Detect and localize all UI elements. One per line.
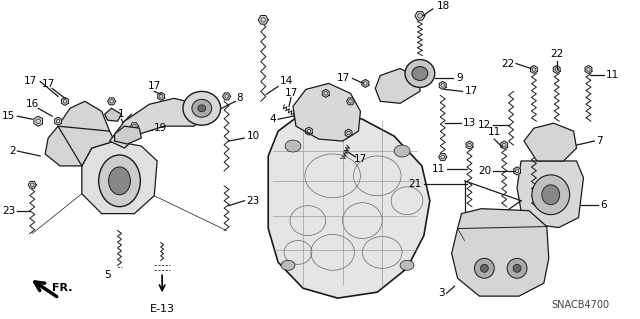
Polygon shape xyxy=(524,123,577,161)
Polygon shape xyxy=(157,93,164,100)
Polygon shape xyxy=(293,84,360,141)
Text: 20: 20 xyxy=(478,166,492,176)
Circle shape xyxy=(513,264,521,272)
Text: 15: 15 xyxy=(2,111,15,121)
Text: 7: 7 xyxy=(596,136,603,146)
Text: 5: 5 xyxy=(104,270,111,280)
Circle shape xyxy=(481,264,488,272)
Text: 23: 23 xyxy=(2,206,15,216)
Circle shape xyxy=(507,258,527,278)
Polygon shape xyxy=(439,81,446,89)
Polygon shape xyxy=(131,123,138,130)
Polygon shape xyxy=(375,69,420,103)
Text: 4: 4 xyxy=(269,114,276,124)
Polygon shape xyxy=(554,65,560,73)
Text: 22: 22 xyxy=(550,48,563,59)
Polygon shape xyxy=(115,126,141,144)
Text: 14: 14 xyxy=(280,77,293,86)
Text: 17: 17 xyxy=(465,86,478,96)
Polygon shape xyxy=(415,11,425,20)
Circle shape xyxy=(474,258,494,278)
Polygon shape xyxy=(223,93,230,100)
Ellipse shape xyxy=(412,67,428,80)
Polygon shape xyxy=(45,101,115,166)
Polygon shape xyxy=(452,209,548,296)
Polygon shape xyxy=(500,141,508,149)
Polygon shape xyxy=(345,129,352,137)
Polygon shape xyxy=(362,79,369,87)
Polygon shape xyxy=(305,127,312,135)
Ellipse shape xyxy=(532,175,570,215)
Polygon shape xyxy=(61,97,68,105)
Polygon shape xyxy=(82,141,157,214)
Ellipse shape xyxy=(192,99,212,117)
Ellipse shape xyxy=(400,260,414,270)
Ellipse shape xyxy=(183,91,221,125)
Ellipse shape xyxy=(394,145,410,157)
Ellipse shape xyxy=(405,60,435,87)
Polygon shape xyxy=(109,98,207,148)
Text: 3: 3 xyxy=(438,288,445,298)
Polygon shape xyxy=(466,141,473,149)
Polygon shape xyxy=(585,65,592,73)
Polygon shape xyxy=(268,111,430,298)
Text: 17: 17 xyxy=(337,73,351,84)
Ellipse shape xyxy=(109,167,131,195)
Text: FR.: FR. xyxy=(52,283,72,293)
Polygon shape xyxy=(54,117,61,125)
Text: 23: 23 xyxy=(246,196,260,206)
Text: 17: 17 xyxy=(354,154,367,164)
Text: 6: 6 xyxy=(600,200,607,210)
Polygon shape xyxy=(517,161,584,227)
Polygon shape xyxy=(514,167,520,175)
Text: 1: 1 xyxy=(118,109,125,119)
Ellipse shape xyxy=(198,105,206,112)
Text: E-13: E-13 xyxy=(150,304,175,314)
Text: 11: 11 xyxy=(488,127,501,137)
Text: 22: 22 xyxy=(501,59,514,69)
Text: 11: 11 xyxy=(606,70,620,80)
Text: 16: 16 xyxy=(26,99,39,109)
Polygon shape xyxy=(108,98,116,105)
Ellipse shape xyxy=(99,155,140,207)
Polygon shape xyxy=(323,89,329,97)
Polygon shape xyxy=(259,16,268,24)
Text: SNACB4700: SNACB4700 xyxy=(552,300,609,310)
Text: 17: 17 xyxy=(42,79,55,89)
Text: 10: 10 xyxy=(246,131,260,141)
Polygon shape xyxy=(439,153,447,160)
Text: 13: 13 xyxy=(463,118,476,128)
Text: 8: 8 xyxy=(237,93,243,103)
Text: 21: 21 xyxy=(409,179,422,189)
Polygon shape xyxy=(28,182,36,188)
Polygon shape xyxy=(105,108,122,121)
Text: 17: 17 xyxy=(24,77,37,86)
Text: 19: 19 xyxy=(154,123,168,133)
Polygon shape xyxy=(34,116,42,126)
Ellipse shape xyxy=(542,185,560,205)
Ellipse shape xyxy=(281,260,295,270)
Ellipse shape xyxy=(285,140,301,152)
Polygon shape xyxy=(531,65,538,73)
Text: 17: 17 xyxy=(284,88,298,98)
Text: 9: 9 xyxy=(456,73,463,84)
Text: 12: 12 xyxy=(478,120,492,130)
Text: 17: 17 xyxy=(148,81,161,92)
Text: 18: 18 xyxy=(436,1,450,11)
Text: 2: 2 xyxy=(9,146,15,156)
Polygon shape xyxy=(346,98,355,105)
Text: 11: 11 xyxy=(431,164,445,174)
